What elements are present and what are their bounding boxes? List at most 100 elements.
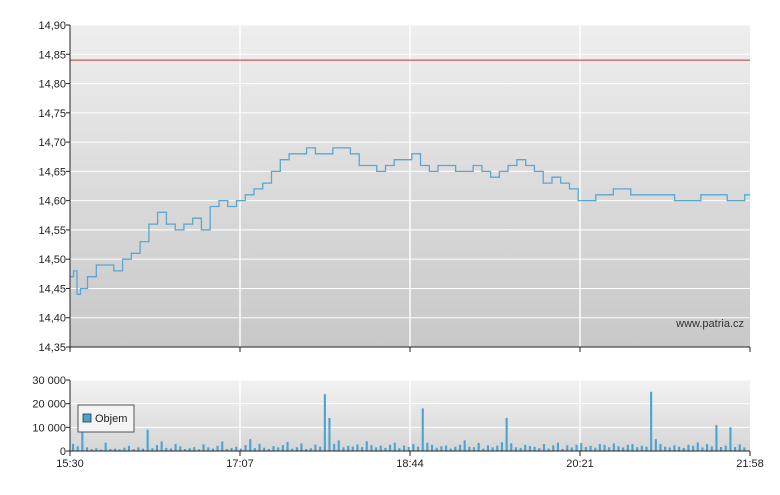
volume-bar: [519, 447, 522, 451]
volume-bar: [137, 447, 140, 451]
volume-bar: [309, 448, 312, 451]
volume-bar: [155, 445, 158, 451]
volume-bar: [696, 442, 699, 451]
volume-bar: [319, 446, 322, 451]
volume-bar: [235, 446, 238, 451]
volume-bar: [258, 443, 261, 451]
price-y-tick-label: 14,60: [38, 196, 66, 208]
volume-bar: [342, 447, 345, 451]
volume-bar: [701, 447, 704, 451]
volume-bar: [389, 444, 392, 451]
x-tick-labels: 15:30 17:07 18:44 20:21 21:58: [56, 458, 764, 470]
volume-bar: [645, 446, 648, 451]
volume-bar: [281, 445, 284, 451]
volume-bar: [132, 449, 135, 451]
volume-bar: [361, 447, 364, 451]
volume-bar: [472, 447, 475, 451]
price-y-tick-label: 14,75: [38, 108, 66, 120]
volume-bar: [435, 447, 438, 451]
volume-bar: [552, 445, 555, 451]
volume-bar: [468, 446, 471, 451]
volume-bar: [589, 445, 592, 451]
volume-bar: [561, 448, 564, 451]
volume-bar: [239, 448, 242, 451]
volume-bar: [72, 443, 75, 451]
volume-bar: [463, 440, 466, 451]
volume-bar: [654, 439, 657, 451]
legend-label: Objem: [95, 413, 127, 425]
volume-bar: [486, 445, 489, 451]
price-y-tick-labels: 14,90 14,85 14,80 14,75 14,70 14,65 14,60 14,55…: [38, 20, 66, 354]
volume-bar: [211, 448, 214, 451]
volume-y-tick-labels: 30 000 20 000 10 000 0: [32, 375, 66, 458]
volume-bar: [603, 444, 606, 451]
volume-bar: [743, 447, 746, 451]
x-tick-label: 20:21: [566, 458, 594, 470]
volume-bar: [556, 442, 559, 451]
volume-bar: [267, 448, 270, 451]
volume-bar: [286, 442, 289, 451]
price-y-tick-label: 14,80: [38, 79, 66, 91]
volume-bar: [668, 447, 671, 451]
axes: [66, 24, 751, 456]
volume-bar: [183, 449, 186, 451]
volume-bar: [738, 444, 741, 451]
volume-bar: [375, 447, 378, 451]
volume-bar: [626, 444, 629, 451]
volume-bar: [659, 443, 662, 451]
volume-bar: [538, 448, 541, 451]
volume-y-tick-label: 20 000: [32, 399, 66, 411]
volume-bar: [547, 448, 550, 451]
price-y-tick-label: 14,85: [38, 49, 66, 61]
volume-bar: [580, 443, 583, 451]
volume-y-tick-label: 10 000: [32, 422, 66, 434]
price-y-tick-label: 14,55: [38, 225, 66, 237]
volume-bar: [720, 447, 723, 451]
volume-bar: [305, 448, 308, 451]
volume-bar: [127, 445, 130, 451]
volume-bar: [95, 448, 98, 451]
volume-bar: [300, 443, 303, 451]
price-series-line: [70, 147, 750, 295]
volume-bar: [100, 449, 103, 451]
volume-bar: [328, 417, 331, 451]
volume-bar: [734, 447, 737, 451]
price-y-tick-label: 14,70: [38, 137, 66, 149]
price-y-tick-label: 14,45: [38, 283, 66, 295]
volume-bar: [542, 444, 545, 451]
volume-bar: [272, 446, 275, 451]
volume-bar: [193, 447, 196, 451]
volume-bar: [86, 447, 89, 451]
volume-bar: [188, 448, 191, 451]
volume-bar: [295, 447, 298, 451]
volume-bar: [393, 442, 396, 451]
x-tick-label: 21:58: [736, 458, 764, 470]
volume-bar: [291, 448, 294, 451]
volume-bar: [398, 448, 401, 451]
volume-bar: [421, 408, 424, 451]
volume-bar: [351, 446, 354, 451]
volume-bar: [337, 440, 340, 451]
volume-bar: [706, 444, 709, 451]
volume-bar: [249, 439, 252, 451]
volume-bar: [347, 445, 350, 451]
x-tick-label: 18:44: [396, 458, 424, 470]
volume-bar: [566, 445, 569, 451]
volume-bar: [403, 445, 406, 451]
volume-bar: [445, 445, 448, 451]
volume-bar: [426, 442, 429, 451]
volume-bar: [263, 447, 266, 451]
volume-bar: [715, 425, 718, 451]
volume-bar: [454, 446, 457, 451]
volume-bar: [636, 447, 639, 451]
volume-bar: [449, 448, 452, 451]
volume-bar: [76, 446, 79, 451]
volume-bar: [314, 444, 317, 451]
volume-bar: [598, 444, 601, 451]
volume-bar: [440, 446, 443, 451]
volume-bar: [146, 429, 149, 451]
volume-bar: [673, 445, 676, 451]
volume-bar: [123, 447, 126, 451]
volume-bar: [514, 447, 517, 451]
